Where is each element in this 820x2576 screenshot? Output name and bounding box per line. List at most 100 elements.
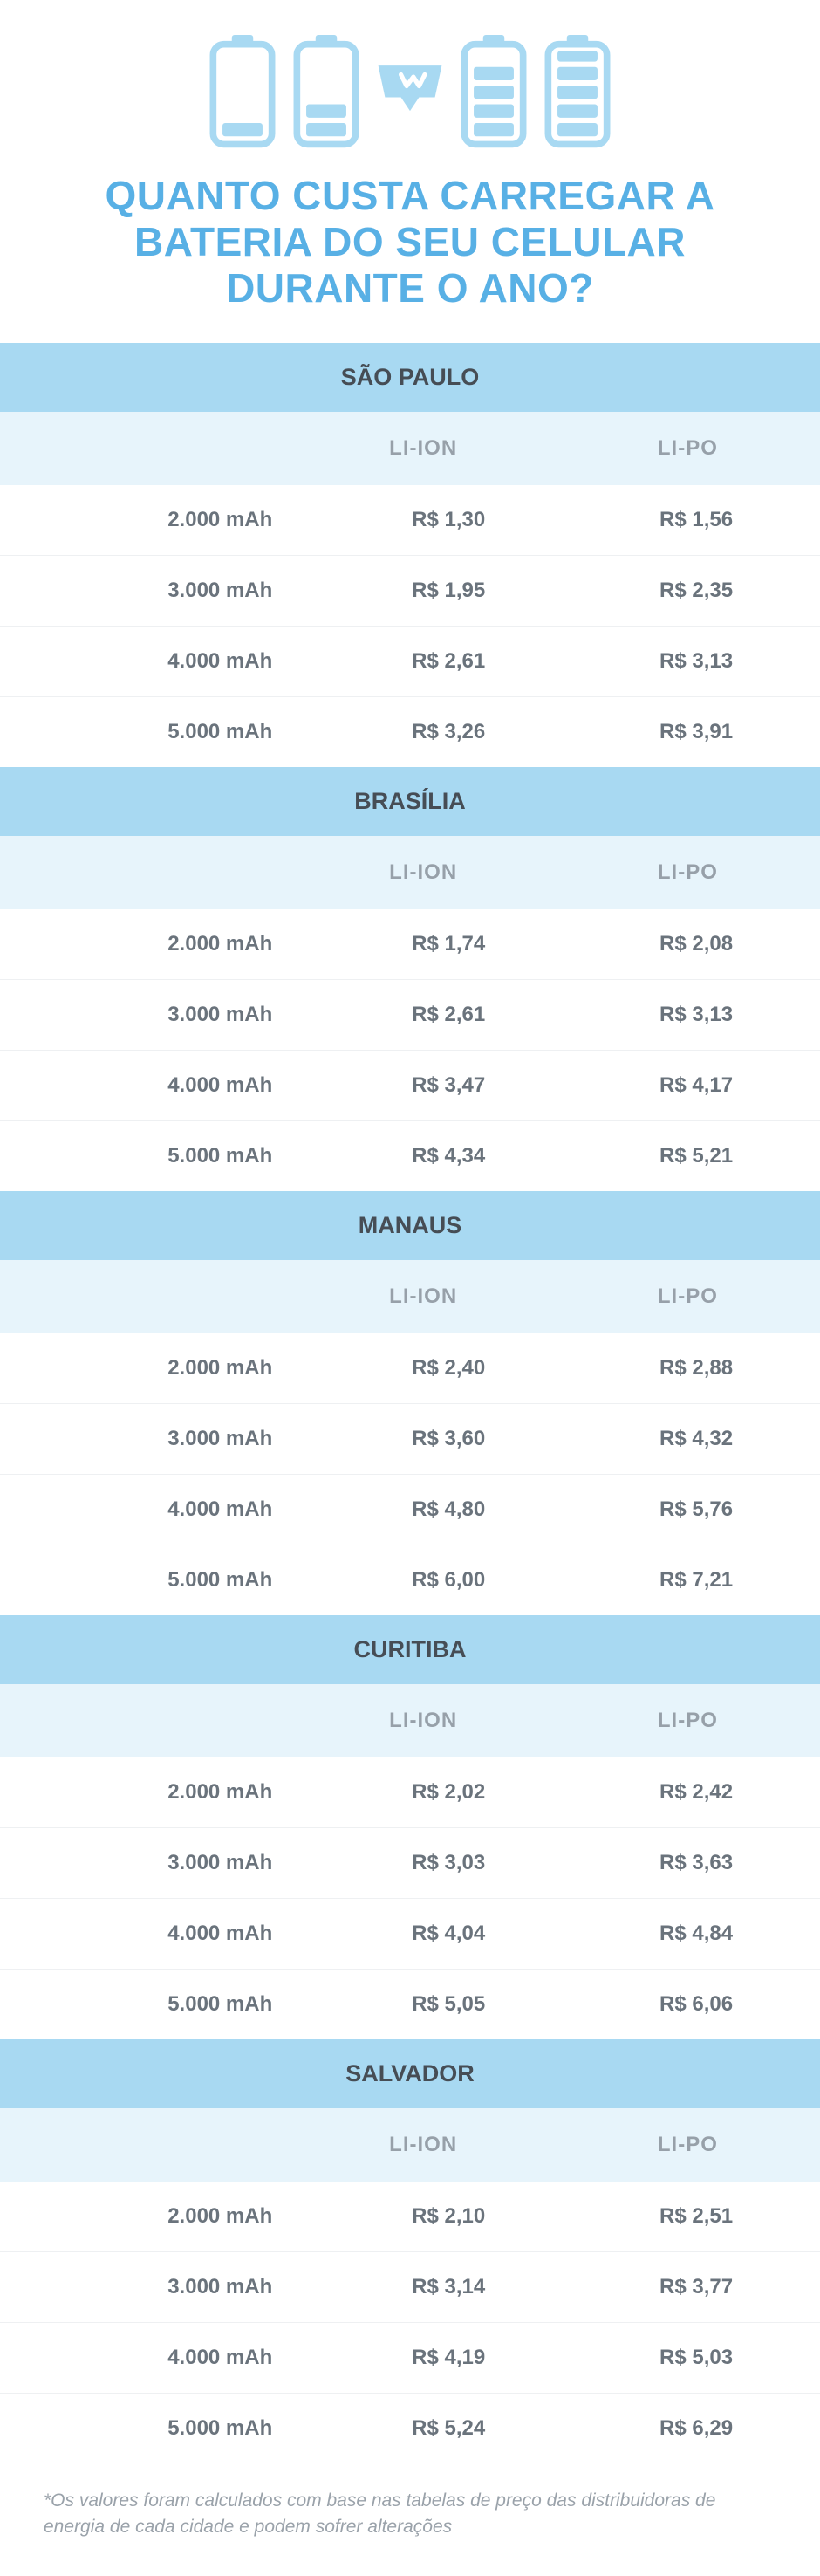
column-header: LI-ION bbox=[291, 436, 556, 461]
price-cell: R$ 6,06 bbox=[572, 1992, 820, 2017]
price-cell: R$ 4,84 bbox=[572, 1922, 820, 1946]
price-cell: R$ 1,56 bbox=[572, 508, 820, 532]
column-header: LI-ION bbox=[291, 860, 556, 885]
price-cell: R$ 5,76 bbox=[572, 1497, 820, 1522]
capacity-cell: 4.000 mAh bbox=[0, 1922, 325, 1946]
column-header bbox=[0, 860, 291, 885]
price-cell: R$ 5,21 bbox=[572, 1144, 820, 1168]
price-cell: R$ 1,30 bbox=[325, 508, 572, 532]
price-cell: R$ 7,21 bbox=[572, 1568, 820, 1593]
price-cell: R$ 3,03 bbox=[325, 1851, 572, 1875]
capacity-cell: 3.000 mAh bbox=[0, 2275, 325, 2299]
price-cell: R$ 4,19 bbox=[325, 2346, 572, 2370]
price-cell: R$ 4,80 bbox=[325, 1497, 572, 1522]
table-row: 3.000 mAhR$ 1,95R$ 2,35 bbox=[0, 556, 820, 627]
price-cell: R$ 3,63 bbox=[572, 1851, 820, 1875]
city-name-band: MANAUS bbox=[0, 1191, 820, 1260]
capacity-cell: 5.000 mAh bbox=[0, 2416, 325, 2441]
price-cell: R$ 2,10 bbox=[325, 2204, 572, 2229]
capacity-cell: 5.000 mAh bbox=[0, 1992, 325, 2017]
table-row: 2.000 mAhR$ 2,02R$ 2,42 bbox=[0, 1757, 820, 1828]
price-cell: R$ 3,47 bbox=[325, 1073, 572, 1098]
price-cell: R$ 3,77 bbox=[572, 2275, 820, 2299]
capacity-cell: 4.000 mAh bbox=[0, 649, 325, 674]
table-row: 5.000 mAhR$ 6,00R$ 7,21 bbox=[0, 1545, 820, 1615]
capacity-cell: 2.000 mAh bbox=[0, 932, 325, 956]
price-cell: R$ 2,35 bbox=[572, 579, 820, 603]
city-section: BRASÍLIA LI-IONLI-PO 2.000 mAhR$ 1,74R$ 2,… bbox=[0, 767, 820, 1191]
table-row: 5.000 mAhR$ 3,26R$ 3,91 bbox=[0, 697, 820, 767]
column-header: LI-ION bbox=[291, 2133, 556, 2157]
price-cell: R$ 2,61 bbox=[325, 1003, 572, 1027]
capacity-cell: 2.000 mAh bbox=[0, 1780, 325, 1805]
capacity-cell: 3.000 mAh bbox=[0, 1427, 325, 1451]
price-cell: R$ 2,08 bbox=[572, 932, 820, 956]
price-cell: R$ 6,00 bbox=[325, 1568, 572, 1593]
price-cell: R$ 4,32 bbox=[572, 1427, 820, 1451]
battery-icons-row bbox=[0, 35, 820, 148]
price-cell: R$ 2,42 bbox=[572, 1780, 820, 1805]
table-row: 3.000 mAhR$ 2,61R$ 3,13 bbox=[0, 980, 820, 1051]
price-cell: R$ 4,34 bbox=[325, 1144, 572, 1168]
column-header-row: LI-IONLI-PO bbox=[0, 1260, 820, 1333]
capacity-cell: 2.000 mAh bbox=[0, 2204, 325, 2229]
city-section: CURITIBALI-IONLI-PO2.000 mAhR$ 2,02R$ 2,… bbox=[0, 1615, 820, 2039]
table-row: 2.000 mAhR$ 1,30R$ 1,56 bbox=[0, 485, 820, 556]
capacity-cell: 5.000 mAh bbox=[0, 720, 325, 744]
price-cell: R$ 1,95 bbox=[325, 579, 572, 603]
table-row: 5.000 mAhR$ 5,24R$ 6,29 bbox=[0, 2394, 820, 2463]
capacity-cell: 5.000 mAh bbox=[0, 1568, 325, 1593]
price-cell: R$ 5,05 bbox=[325, 1992, 572, 2017]
price-cell: R$ 2,40 bbox=[325, 1356, 572, 1380]
table-row: 2.000 mAhR$ 2,40R$ 2,88 bbox=[0, 1333, 820, 1404]
column-header: LI-PO bbox=[556, 860, 820, 885]
price-cell: R$ 3,13 bbox=[572, 649, 820, 674]
city-name-band: BRASÍLIA bbox=[0, 767, 820, 836]
battery-full-icon bbox=[543, 35, 612, 148]
city-section: MANAUSLI-IONLI-PO2.000 mAhR$ 2,40R$ 2,88… bbox=[0, 1191, 820, 1615]
capacity-cell: 4.000 mAh bbox=[0, 2346, 325, 2370]
battery-mid-low-icon bbox=[292, 35, 360, 148]
price-cell: R$ 4,17 bbox=[572, 1073, 820, 1098]
price-cell: R$ 3,26 bbox=[325, 720, 572, 744]
capacity-cell: 3.000 mAh bbox=[0, 1003, 325, 1027]
capacity-cell: 4.000 mAh bbox=[0, 1497, 325, 1522]
footnote-text: *Os valores foram calculados com base na… bbox=[0, 2463, 820, 2550]
capacity-cell: 5.000 mAh bbox=[0, 1144, 325, 1168]
price-cell: R$ 3,60 bbox=[325, 1427, 572, 1451]
table-row: 5.000 mAhR$ 5,05R$ 6,06 bbox=[0, 1970, 820, 2039]
table-row: 4.000 mAhR$ 4,80R$ 5,76 bbox=[0, 1475, 820, 1545]
price-cell: R$ 5,03 bbox=[572, 2346, 820, 2370]
column-header bbox=[0, 1709, 291, 1733]
column-header: LI-PO bbox=[556, 1285, 820, 1309]
cities-sections: SÃO PAULOLI-IONLI-PO2.000 mAhR$ 1,30R$ 1… bbox=[0, 343, 820, 2463]
column-header-row: LI-IONLI-PO bbox=[0, 412, 820, 485]
price-cell: R$ 4,04 bbox=[325, 1922, 572, 1946]
price-cell: R$ 2,88 bbox=[572, 1356, 820, 1380]
price-cell: R$ 6,29 bbox=[572, 2416, 820, 2441]
main-title: QUANTO CUSTA CARREGAR A BATERIA DO SEU C… bbox=[0, 173, 820, 312]
city-section: SALVADORLI-IONLI-PO2.000 mAhR$ 2,10R$ 2,… bbox=[0, 2039, 820, 2463]
infographic-container: QUANTO CUSTA CARREGAR A BATERIA DO SEU C… bbox=[0, 0, 820, 2576]
table-row: 3.000 mAhR$ 3,03R$ 3,63 bbox=[0, 1828, 820, 1899]
city-name-band: SALVADOR bbox=[0, 2039, 820, 2108]
column-header bbox=[0, 1285, 291, 1309]
capacity-cell: 2.000 mAh bbox=[0, 508, 325, 532]
column-header bbox=[0, 2133, 291, 2157]
column-header bbox=[0, 436, 291, 461]
column-header-row: LI-IONLI-PO bbox=[0, 1684, 820, 1757]
table-row: 2.000 mAhR$ 1,74R$ 2,08 bbox=[0, 909, 820, 980]
table-row: 4.000 mAhR$ 2,61R$ 3,13 bbox=[0, 627, 820, 697]
column-header: LI-PO bbox=[556, 1709, 820, 1733]
logo-icon bbox=[376, 35, 444, 148]
table-row: 4.000 mAhR$ 4,19R$ 5,03 bbox=[0, 2323, 820, 2394]
battery-mid-high-icon bbox=[460, 35, 528, 148]
column-header: LI-ION bbox=[291, 1709, 556, 1733]
price-cell: R$ 3,13 bbox=[572, 1003, 820, 1027]
table-row: 4.000 mAhR$ 4,04R$ 4,84 bbox=[0, 1899, 820, 1970]
battery-low-icon bbox=[208, 35, 277, 148]
price-cell: R$ 5,24 bbox=[325, 2416, 572, 2441]
capacity-cell: 2.000 mAh bbox=[0, 1356, 325, 1380]
price-cell: R$ 3,91 bbox=[572, 720, 820, 744]
price-cell: R$ 2,02 bbox=[325, 1780, 572, 1805]
